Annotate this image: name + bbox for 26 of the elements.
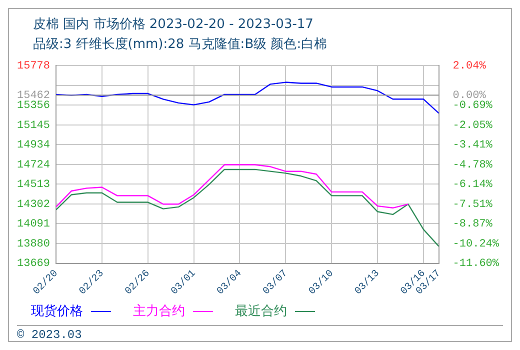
y2-tick-label: -7.51%	[452, 198, 493, 211]
text: © 2023.03	[17, 328, 82, 342]
y-tick-label: 14091	[16, 218, 50, 231]
y-tick-label: 15356	[16, 100, 50, 112]
y-tick-label: 14513	[16, 179, 50, 192]
y2-tick-label: -8.87%	[452, 218, 493, 231]
chart-title: 皮棉 国内 市场价格 2023-02-20 - 2023-03-17	[32, 16, 314, 33]
legend-label: 现货价格	[31, 303, 83, 320]
y2-tick-label: -2.05%	[452, 120, 493, 132]
y-tick-label: 14724	[16, 159, 50, 172]
y-tick-label: 14302	[16, 198, 50, 211]
y-tick-label: 15778	[16, 60, 50, 73]
legend-label: 主力合约	[133, 303, 185, 320]
y2-tick-label: -3.41%	[452, 140, 493, 152]
y-tick-label: 14934	[16, 140, 50, 152]
y2-tick-label: -0.69%	[452, 100, 493, 112]
y-tick-label: 13880	[16, 238, 50, 250]
y2-tick-label: 2.04%	[452, 60, 486, 73]
y-tick-label: 13669	[16, 258, 50, 270]
chart-subtitle: 品级:3 纤维长度(mm):28 马克隆值:B级 颜色:白棉	[32, 36, 328, 53]
y2-tick-label: -11.60%	[452, 258, 500, 270]
y2-tick-label: -4.78%	[452, 159, 493, 172]
y-tick-label: 15145	[16, 120, 50, 132]
y2-tick-label: -10.24%	[452, 238, 500, 250]
legend-label: 最近合约	[235, 303, 287, 320]
y2-tick-label: -6.14%	[452, 179, 493, 192]
